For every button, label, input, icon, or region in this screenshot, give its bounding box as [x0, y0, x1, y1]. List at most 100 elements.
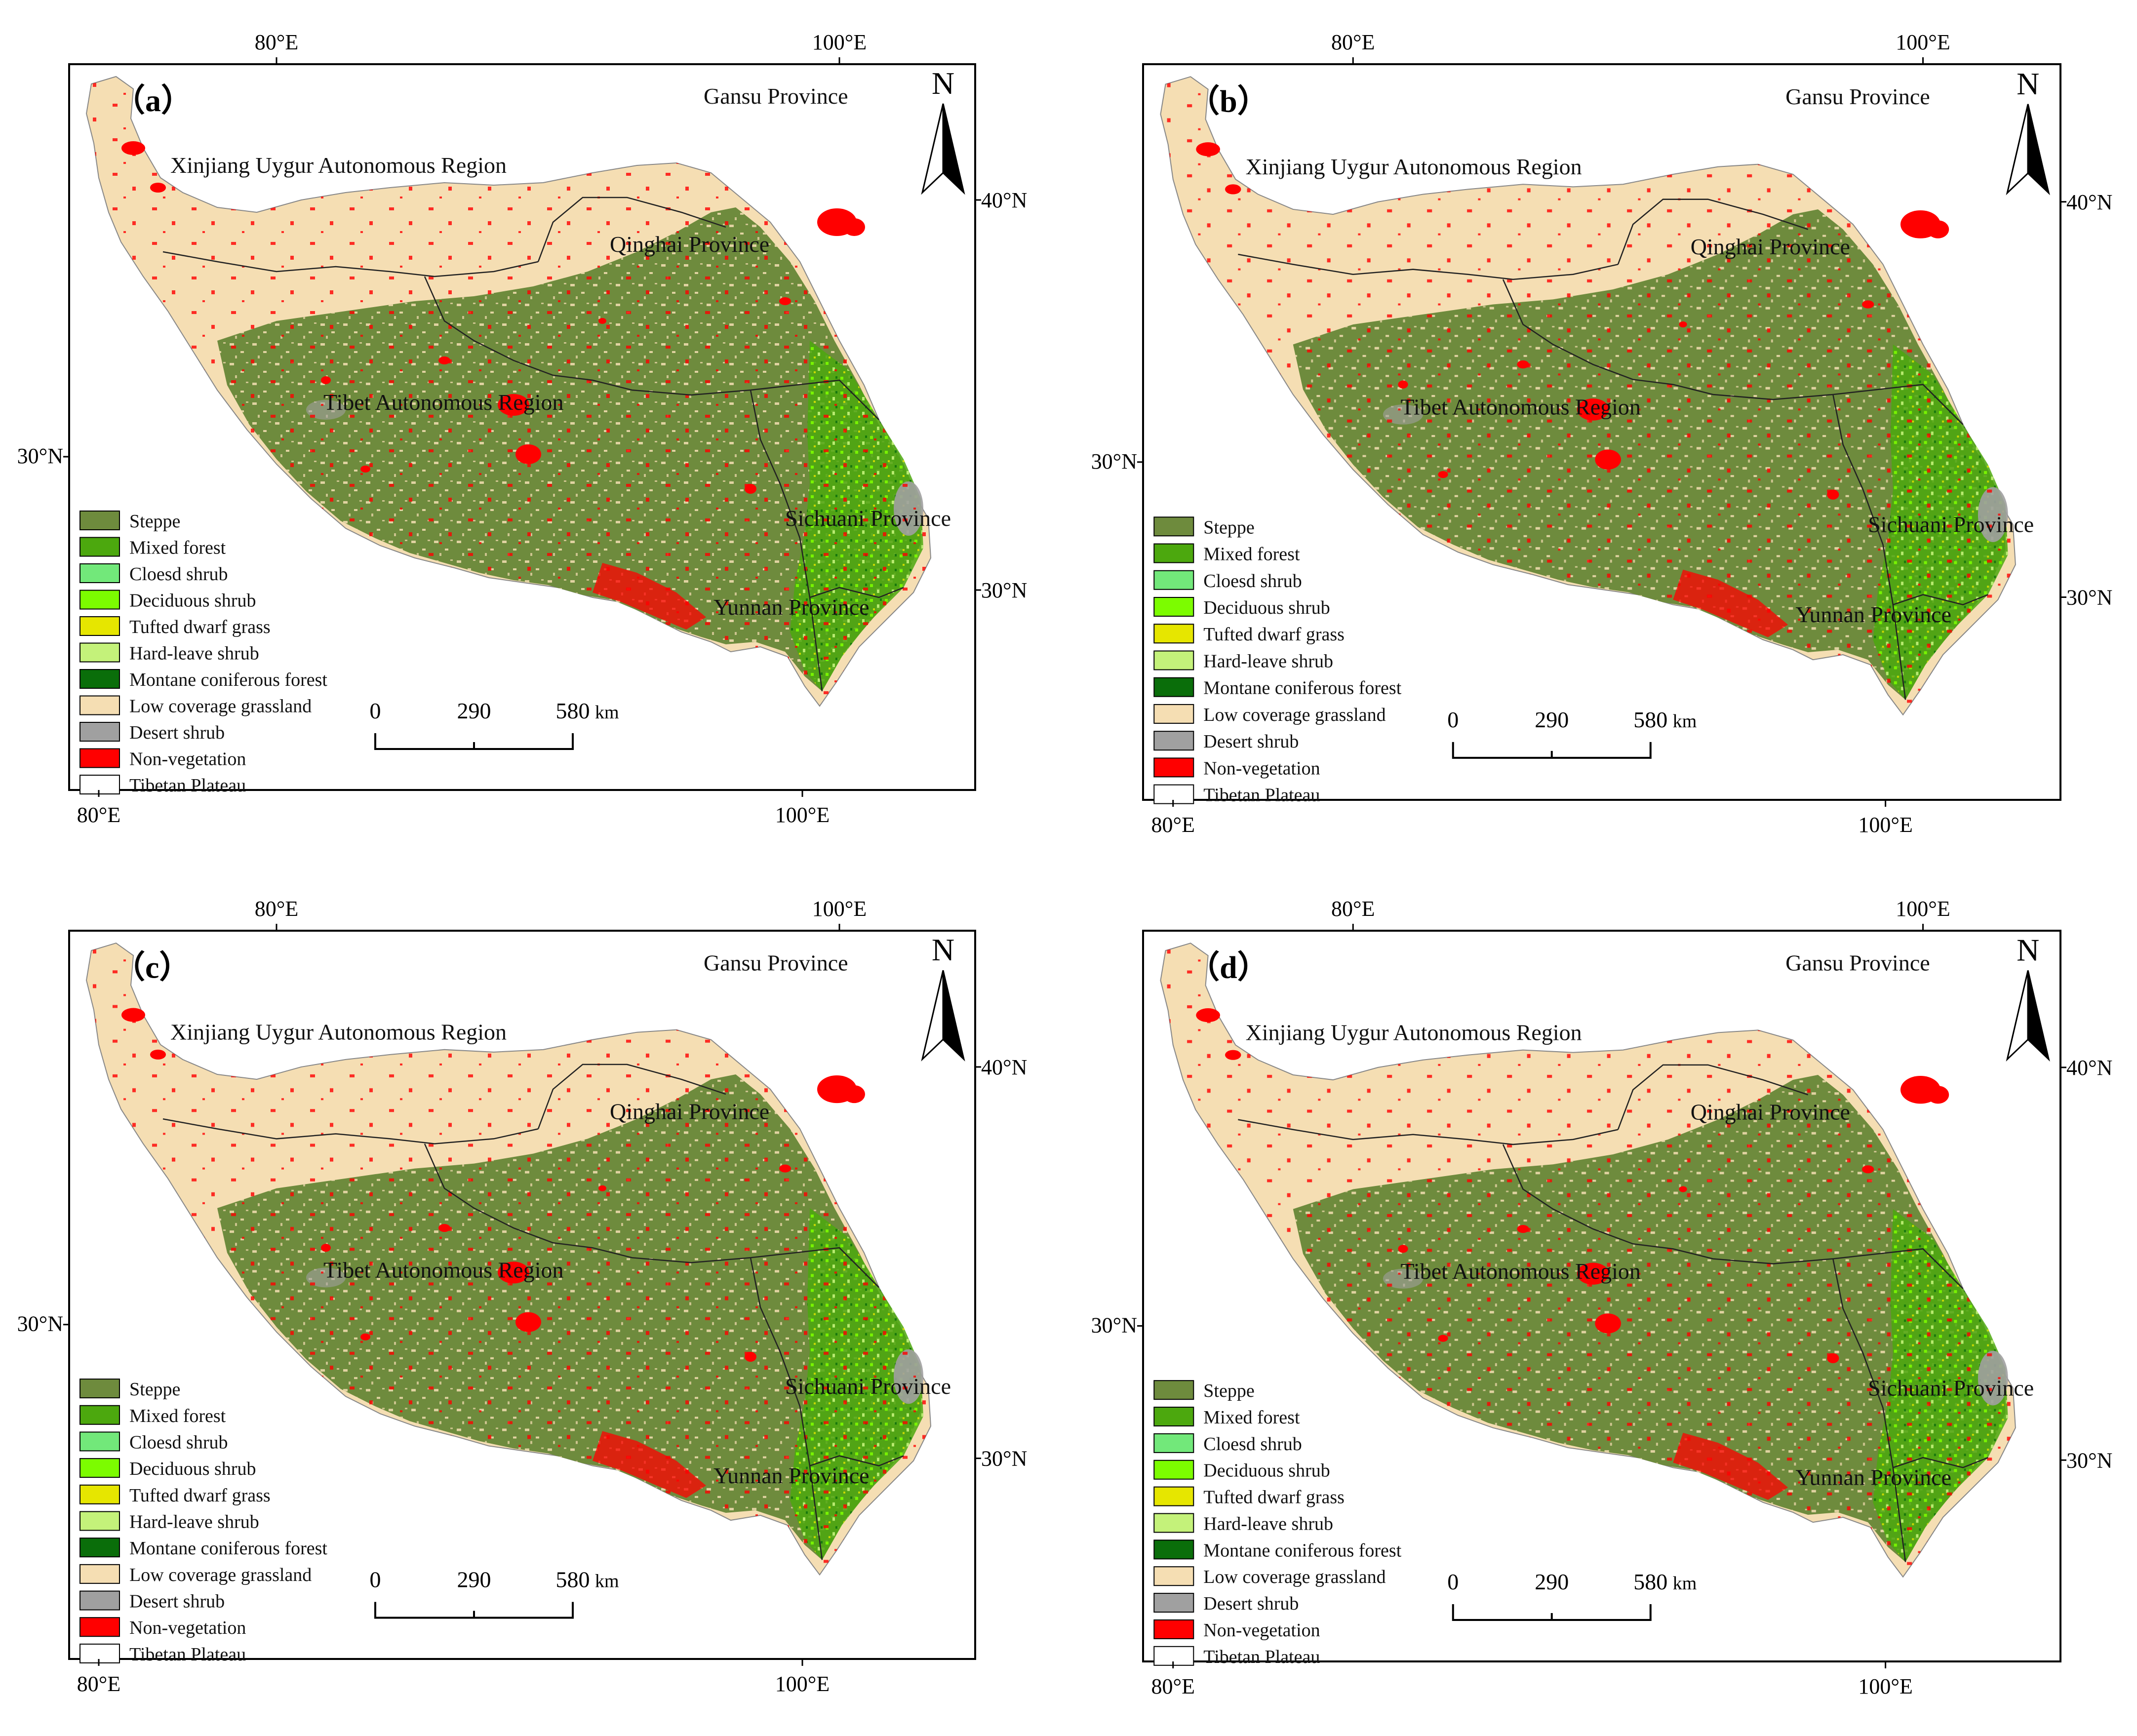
legend-swatch — [79, 1405, 120, 1425]
legend-label: Steppe — [129, 1379, 180, 1400]
scale-tick-label: 580 — [556, 698, 590, 723]
scale-unit: km — [595, 1571, 619, 1591]
scale-bar: 0 290 580 km — [1447, 707, 1697, 759]
non-vegetation-patch — [1225, 184, 1241, 195]
scale-bar-line — [374, 1602, 574, 1619]
region-label: Gansu Province — [1785, 84, 1930, 109]
legend-swatch — [79, 1484, 120, 1504]
north-arrow-right — [942, 970, 965, 1062]
legend-label: Desert shrub — [1203, 1593, 1299, 1614]
non-vegetation-patch — [779, 297, 791, 305]
province-boundary — [1832, 1259, 1906, 1562]
axis-bottom-left: 80°E — [77, 1672, 120, 1696]
axis-right-bottom: 30°N — [981, 578, 1027, 602]
legend-label: Mixed forest — [1203, 544, 1300, 565]
legend-swatch — [1153, 1513, 1194, 1533]
panel-label: （d） — [1188, 950, 1269, 985]
axis-top-right: 100°E — [1896, 30, 1950, 54]
non-vegetation-patch — [1679, 1186, 1687, 1192]
scale-unit: km — [1673, 711, 1697, 732]
non-vegetation-patch — [360, 1333, 370, 1341]
province-boundary — [1832, 394, 1906, 700]
region-label: Gansu Province — [704, 83, 848, 109]
non-vegetation-patch — [1196, 142, 1220, 157]
legend-label: Tibetan Plateau — [129, 1644, 246, 1665]
legend-label: Montane coniferous forest — [1203, 678, 1401, 699]
legend-swatch — [79, 1643, 120, 1663]
axis-labels: 80°E 100°E 80°E 100°E 30°N 40°N 30°N — [17, 30, 1028, 827]
axis-bottom-left: 80°E — [77, 803, 120, 827]
non-vegetation-speckle — [1160, 943, 2016, 1577]
non-vegetation-patch — [321, 376, 331, 384]
non-vegetation-patch — [1827, 1353, 1839, 1363]
region-label: Yunnan Province — [1795, 602, 1951, 627]
non-vegetation-patch — [515, 444, 541, 464]
plateau-map — [85, 942, 932, 1576]
legend-label: Tibetan Plateau — [129, 775, 246, 796]
legend-swatch — [79, 1431, 120, 1452]
legend-swatch — [79, 1617, 120, 1637]
axis-right-bottom: 30°N — [981, 1447, 1027, 1471]
axis-right-bottom: 30°N — [2066, 1448, 2112, 1472]
scale-tick-label: 0 — [370, 698, 381, 723]
legend-label: Tufted dwarf grass — [129, 617, 271, 637]
legend-label: Non-vegetation — [129, 749, 246, 770]
non-vegetation-patch — [843, 1085, 865, 1104]
axis-right-top: 40°N — [981, 188, 1027, 212]
panel-label: （c） — [114, 949, 191, 985]
scale-tick-label: 580 — [1633, 707, 1667, 732]
province-boundary — [424, 276, 751, 396]
non-vegetation-patch — [1438, 1335, 1448, 1342]
legend-label: Non-vegetation — [129, 1618, 246, 1638]
legend-swatch — [1153, 650, 1194, 671]
legend-swatch — [79, 748, 120, 768]
legend-label: Steppe — [1203, 1381, 1254, 1401]
non-vegetation-patch — [1577, 1263, 1609, 1285]
region-label: Yunnan Province — [713, 1463, 870, 1488]
legend-swatch — [1153, 1460, 1194, 1480]
region-label: Yunnan Province — [1795, 1465, 1951, 1490]
scale-bar-line — [1452, 1604, 1652, 1621]
legend-label: Desert shrub — [129, 1591, 225, 1612]
north-arrow-right — [2027, 104, 2050, 196]
non-vegetation-patch — [779, 1164, 791, 1173]
north-arrow-right — [942, 103, 965, 195]
non-vegetation-patch — [1438, 471, 1448, 478]
non-vegetation-patch — [121, 141, 145, 155]
non-vegetation-patch — [1827, 489, 1839, 500]
province-boundary — [1617, 198, 1809, 265]
legend-swatch — [1153, 784, 1194, 804]
legend-swatch — [79, 669, 120, 689]
legend-label: Hard-leave shrub — [1203, 651, 1333, 671]
legend-swatch — [79, 642, 120, 663]
province-boundary — [1238, 253, 1619, 280]
province-boundary — [1893, 594, 1988, 606]
legend-swatch — [79, 537, 120, 557]
region-label: Qinghai Province — [610, 1099, 769, 1124]
legend-swatch — [1153, 1539, 1194, 1560]
legend-label: Hard-leave shrub — [129, 643, 259, 664]
legend-label: Cloesd shrub — [1203, 1434, 1302, 1455]
non-vegetation-patch — [1517, 1225, 1529, 1233]
scale-unit: km — [595, 702, 619, 723]
axis-ticks — [1137, 924, 2066, 1668]
scale-tick-label: 290 — [1535, 707, 1569, 732]
region-label: Tibet Autonomous Region — [1400, 1259, 1640, 1284]
panel-label: （a） — [114, 83, 193, 118]
axis-left: 30°N — [17, 444, 63, 468]
legend-swatch — [79, 563, 120, 583]
legend-label: Cloesd shrub — [129, 564, 228, 585]
legend-label: Low coverage grassland — [129, 696, 312, 717]
legend-label: Tufted dwarf grass — [129, 1485, 271, 1506]
non-vegetation-patch — [1595, 449, 1621, 470]
non-vegetation-patch — [1196, 1008, 1220, 1023]
axis-top-left: 80°E — [255, 30, 298, 54]
legend-swatch — [1153, 1407, 1194, 1427]
non-vegetation-patch — [321, 1244, 331, 1252]
axis-left: 30°N — [1091, 1313, 1137, 1337]
axis-left: 30°N — [17, 1312, 63, 1336]
scale-tick-label: 290 — [457, 698, 491, 723]
axis-bottom-right: 100°E — [1858, 813, 1912, 837]
scale-bar: 0 290 580 km — [1447, 1569, 1697, 1621]
scale-bar: 0 290 580 km — [370, 698, 619, 750]
